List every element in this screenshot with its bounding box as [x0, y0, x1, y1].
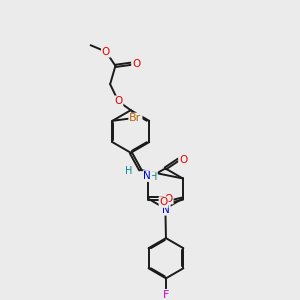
Text: H: H	[150, 172, 157, 182]
Text: O: O	[132, 58, 140, 68]
Text: O: O	[159, 197, 168, 207]
Text: O: O	[102, 47, 110, 57]
Text: Br: Br	[129, 113, 142, 124]
Text: O: O	[164, 194, 173, 204]
Text: O: O	[114, 96, 122, 106]
Text: H: H	[125, 167, 133, 176]
Text: N: N	[162, 205, 170, 215]
Text: F: F	[163, 290, 169, 300]
Text: O: O	[179, 154, 187, 164]
Text: N: N	[143, 171, 151, 181]
